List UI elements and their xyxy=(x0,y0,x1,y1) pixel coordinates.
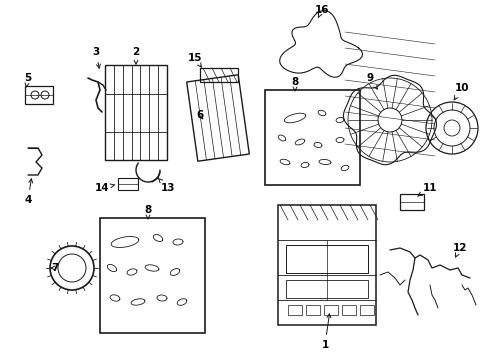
Text: 2: 2 xyxy=(132,47,140,64)
Text: 6: 6 xyxy=(196,110,203,120)
Bar xyxy=(399,194,423,210)
Text: 3: 3 xyxy=(92,47,100,68)
Bar xyxy=(264,90,359,185)
Bar xyxy=(305,305,319,315)
Text: 8: 8 xyxy=(291,77,298,91)
Bar xyxy=(200,68,238,82)
Bar xyxy=(359,305,373,315)
Bar xyxy=(285,280,367,298)
Bar xyxy=(105,65,167,160)
Text: 14: 14 xyxy=(95,183,115,193)
Text: 9: 9 xyxy=(366,73,377,89)
Text: 13: 13 xyxy=(158,178,175,193)
Bar xyxy=(118,178,138,190)
Bar xyxy=(25,86,53,104)
Bar xyxy=(287,305,302,315)
Text: 12: 12 xyxy=(452,243,467,257)
Bar xyxy=(285,245,367,273)
Text: 15: 15 xyxy=(187,53,202,67)
Text: 7: 7 xyxy=(51,263,59,273)
Text: 11: 11 xyxy=(417,183,436,196)
Text: 4: 4 xyxy=(24,179,33,205)
Bar xyxy=(341,305,355,315)
Text: 8: 8 xyxy=(144,205,151,219)
Text: 5: 5 xyxy=(24,73,32,87)
Bar xyxy=(324,305,337,315)
Text: 1: 1 xyxy=(321,314,330,350)
Bar xyxy=(278,205,375,325)
Bar xyxy=(100,218,204,333)
Text: 10: 10 xyxy=(453,83,468,100)
Text: 16: 16 xyxy=(314,5,328,18)
